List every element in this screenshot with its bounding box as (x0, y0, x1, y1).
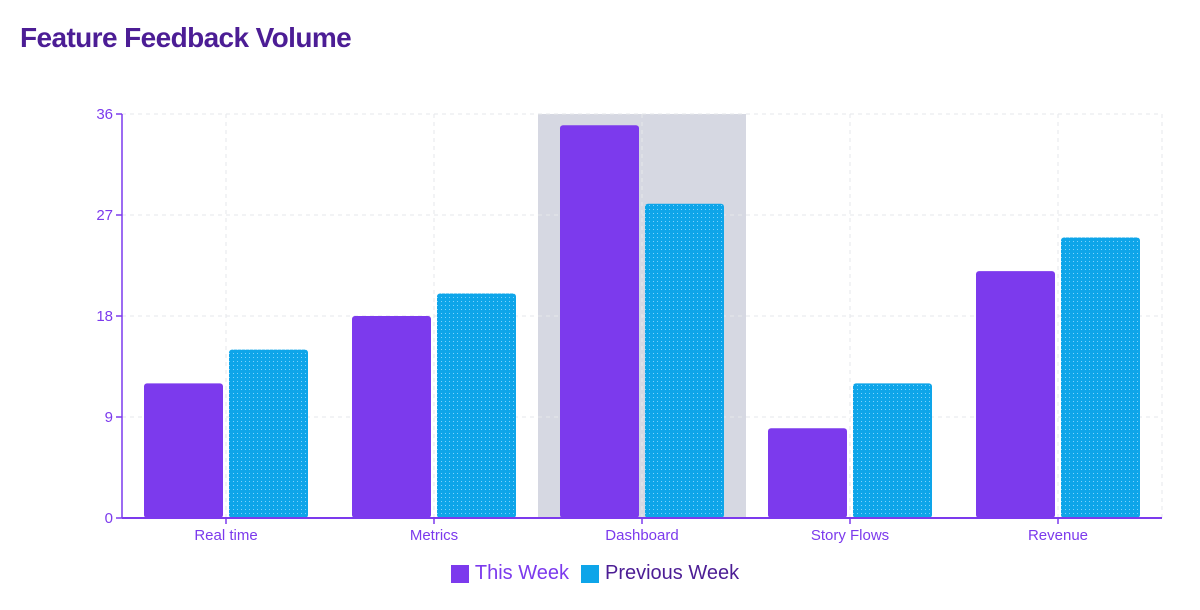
y-tick-label: 27 (96, 207, 113, 224)
legend-item-previous-week[interactable]: Previous Week (580, 562, 740, 585)
bar-chart: 0 9 18 27 36 Real time Metrics Dashboard Story F… (96, 106, 1163, 544)
bar-previous-week-revenue[interactable] (1061, 237, 1140, 518)
bar-this-week-real-time[interactable] (144, 383, 223, 518)
bar-previous-week-story-flows[interactable] (853, 383, 932, 518)
bar-this-week-story-flows[interactable] (768, 428, 847, 518)
bar-this-week-revenue[interactable] (976, 271, 1055, 518)
y-tick-label: 9 (105, 409, 113, 426)
legend-swatch-this-week (450, 564, 469, 583)
bar-previous-week-dashboard[interactable] (645, 203, 724, 518)
legend-swatch-previous-week (580, 564, 599, 583)
x-tick-label: Story Flows (811, 527, 889, 544)
chart-title: Feature Feedback Volume (20, 22, 352, 53)
y-tick-label: 18 (96, 308, 113, 325)
legend-label-this-week: This Week (474, 562, 569, 584)
x-tick-label: Revenue (1028, 527, 1088, 544)
bar-previous-week-real-time[interactable] (229, 349, 308, 518)
x-tick-label: Real time (194, 527, 257, 544)
x-tick-label: Dashboard (605, 527, 678, 544)
legend-item-this-week[interactable]: This Week (450, 562, 569, 585)
y-tick-label: 0 (105, 510, 113, 527)
legend-label-previous-week: Previous Week (604, 562, 740, 584)
bar-this-week-dashboard[interactable] (560, 125, 639, 518)
x-tick-label: Metrics (410, 527, 458, 544)
bar-previous-week-metrics[interactable] (437, 293, 516, 518)
chart-legend: This Week Previous Week (0, 562, 1190, 585)
bar-this-week-metrics[interactable] (352, 316, 431, 518)
y-tick-label: 36 (96, 106, 113, 123)
